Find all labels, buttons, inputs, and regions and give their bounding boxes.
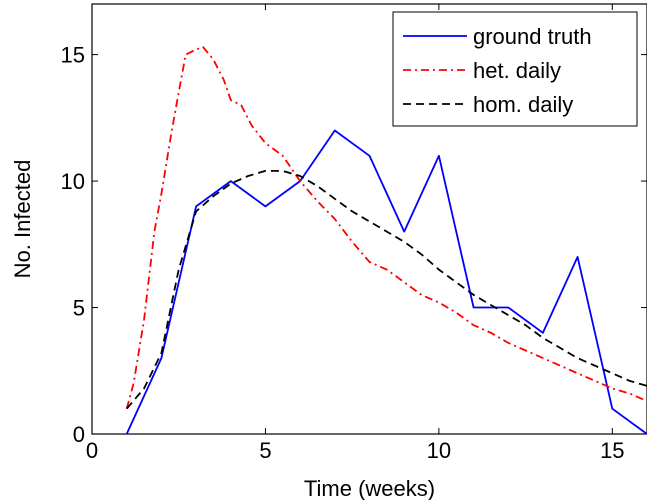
series-line-3 [126,169,647,410]
x-tick-label: 0 [86,438,98,463]
x-tick-label: 10 [427,438,451,463]
y-tick-label: 5 [73,296,85,321]
x-axis-label: Time (weeks) [304,476,435,500]
y-tick-label: 10 [61,169,85,194]
legend-label-3: hom. daily [473,92,573,117]
legend-box [392,11,638,127]
x-tick-label: 15 [600,438,624,463]
series-layer [125,46,647,435]
tick-labels: 0 5 10 15 0 5 10 15 [61,43,625,463]
series-line-1 [125,129,647,435]
y-axis-label: No. Infected [10,160,35,279]
axis-ticks [91,4,647,435]
legend-label-1: ground truth [473,24,592,49]
legend: ground truth het. daily hom. daily [392,11,638,127]
y-tick-label: 0 [73,422,85,447]
legend-label-2: het. daily [473,58,561,83]
x-tick-label: 5 [259,438,271,463]
series-line-2 [125,46,647,409]
y-tick-label: 15 [61,43,85,68]
legend-items: ground truth het. daily hom. daily [403,24,592,117]
